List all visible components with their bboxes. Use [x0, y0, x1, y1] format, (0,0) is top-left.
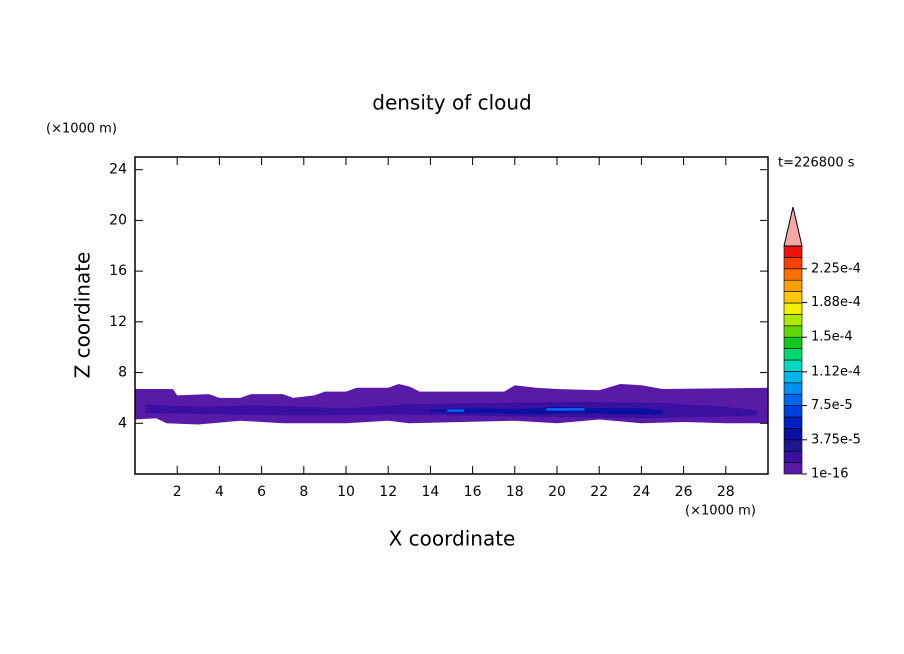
colorbar-band [783, 439, 803, 452]
chart-title: density of cloud [372, 91, 531, 115]
x-tick-label: 16 [464, 484, 482, 500]
colorbar-tick-label: 7.5e-5 [811, 398, 853, 413]
contour-region [546, 408, 585, 411]
y-tick-label: 20 [109, 212, 127, 228]
x-tick-label: 24 [632, 484, 650, 500]
x-tick-label: 8 [299, 484, 308, 500]
x-tick-label: 10 [337, 484, 355, 500]
y-tick-label: 12 [109, 314, 127, 330]
colorbar-band [783, 428, 803, 441]
x-tick-label: 28 [717, 484, 735, 500]
colorbar-band [783, 336, 803, 349]
colorbar-band [783, 393, 803, 406]
y-tick-label: 16 [109, 263, 127, 279]
y-axis-label: Z coordinate [71, 252, 95, 379]
contour-region [447, 409, 465, 412]
x-tick-label: 12 [379, 484, 397, 500]
x-unit: (×1000 m) [685, 504, 756, 519]
plot-frame [134, 156, 769, 475]
time-label: t=226800 s [778, 156, 855, 171]
colorbar-band [783, 291, 803, 304]
x-axis-label: X coordinate [389, 527, 516, 551]
colorbar-band [783, 279, 803, 292]
colorbar-tick-label: 1e-16 [811, 467, 849, 482]
x-tick-label: 20 [548, 484, 566, 500]
y-tick-label: 24 [109, 162, 127, 178]
x-tick-label: 18 [506, 484, 524, 500]
colorbar-band [783, 257, 803, 270]
colorbar-band [783, 450, 803, 463]
y-tick-label: 4 [118, 415, 127, 431]
colorbar-band [783, 325, 803, 338]
colorbar-band [783, 359, 803, 372]
y-tick-label: 8 [118, 365, 127, 381]
colorbar-band [783, 405, 803, 418]
colorbar-band [783, 382, 803, 395]
colorbar-band [783, 462, 803, 475]
colorbar-band [783, 268, 803, 281]
colorbar-band [783, 371, 803, 384]
colorbar-band [783, 416, 803, 429]
x-tick-label: 2 [173, 484, 182, 500]
colorbar-tick-label: 1.5e-4 [811, 330, 853, 345]
colorbar-band [783, 314, 803, 327]
x-tick-label: 4 [215, 484, 224, 500]
colorbar-band [783, 302, 803, 315]
colorbar-tick-label: 3.75e-5 [811, 432, 861, 447]
x-tick-label: 14 [421, 484, 439, 500]
colorbar-tick-label: 1.12e-4 [811, 364, 861, 379]
x-tick-label: 22 [590, 484, 608, 500]
colorbar-band [783, 245, 803, 258]
colorbar-extension [783, 206, 803, 247]
x-tick-label: 26 [675, 484, 693, 500]
colorbar-tick-label: 1.88e-4 [811, 295, 861, 310]
x-tick-label: 6 [257, 484, 266, 500]
colorbar-band [783, 348, 803, 361]
y-unit: (×1000 m) [46, 122, 117, 137]
colorbar-tick-label: 2.25e-4 [811, 261, 861, 276]
